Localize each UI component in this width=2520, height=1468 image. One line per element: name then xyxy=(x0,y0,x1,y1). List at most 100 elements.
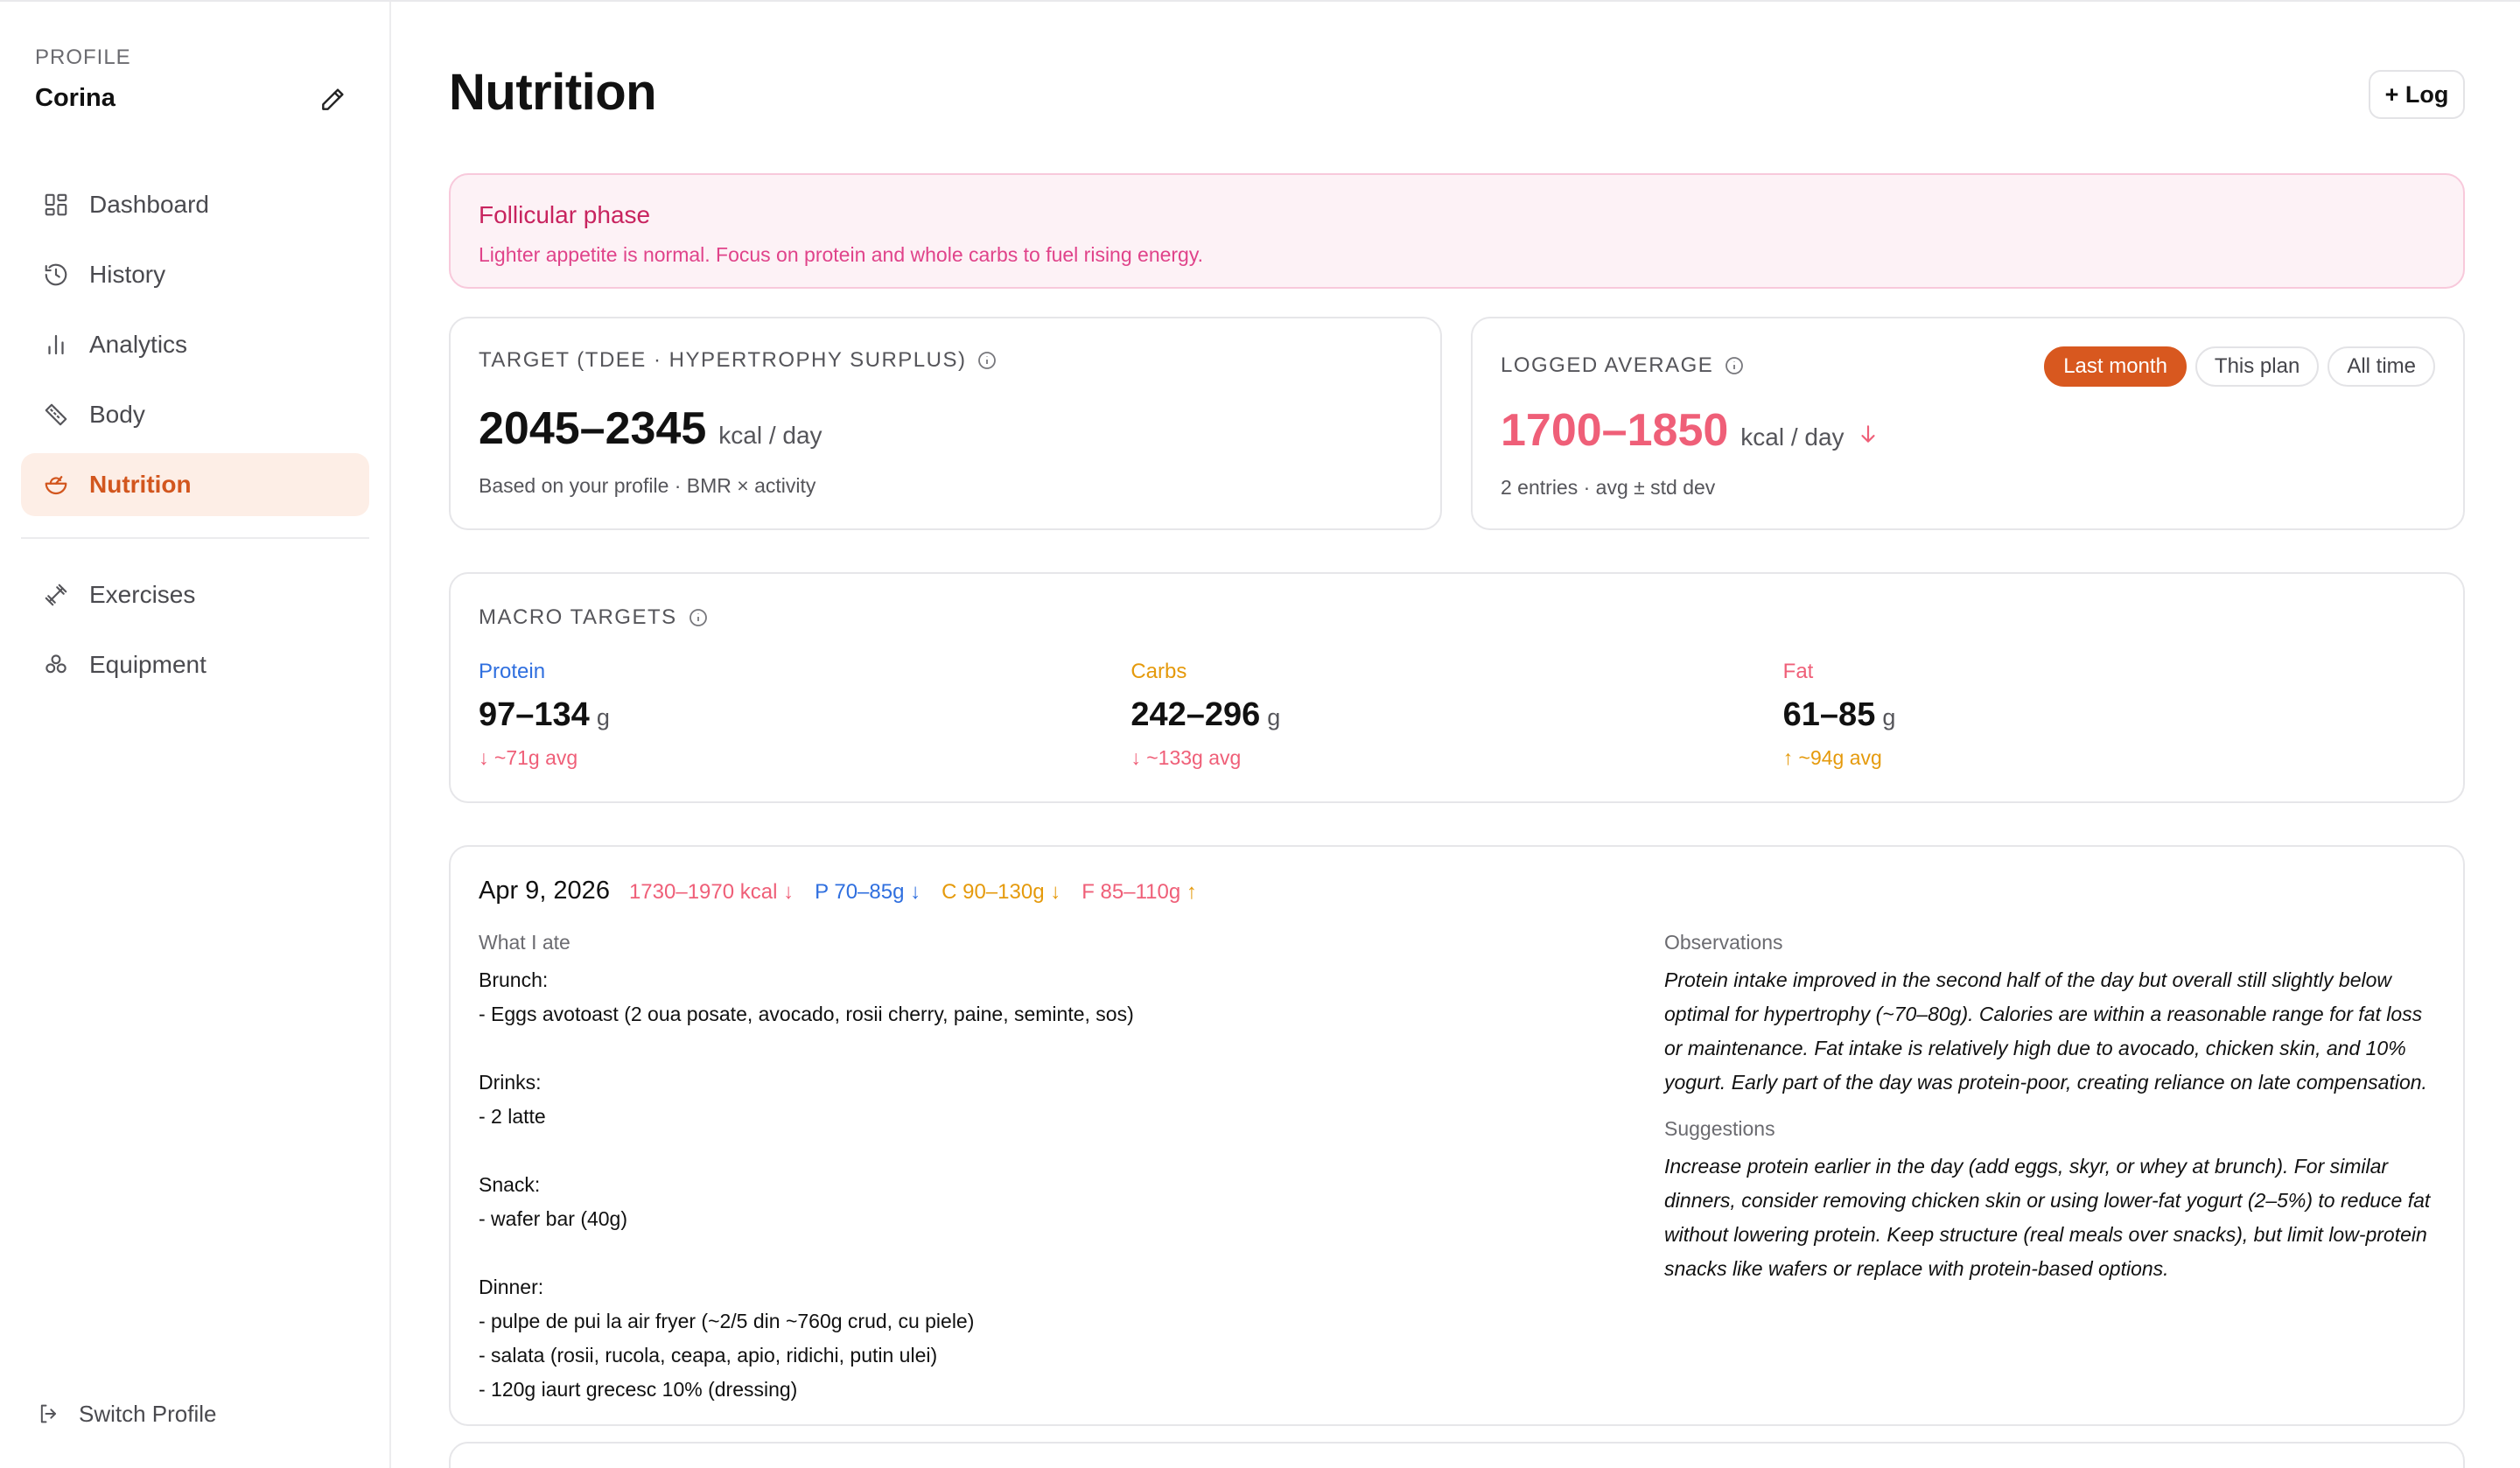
switch-profile-button[interactable]: Switch Profile xyxy=(37,1400,217,1428)
sidebar-divider xyxy=(21,537,369,539)
filter-last-month[interactable]: Last month xyxy=(2044,346,2187,387)
sidebar: PROFILE Corina Dashboard History xyxy=(0,2,391,1468)
food-line: - salata (rosii, rucola, ceapa, apio, ri… xyxy=(479,1344,938,1367)
sidebar-item-analytics[interactable]: Analytics xyxy=(21,313,369,376)
target-unit: kcal / day xyxy=(718,422,822,449)
next-entry-card[interactable] xyxy=(449,1442,2465,1468)
macro-unit: g xyxy=(596,704,610,731)
entry-stat-text: F 85–110g xyxy=(1082,880,1181,904)
food-line: - wafer bar (40g) xyxy=(479,1207,628,1230)
suggestions-text: Increase protein earlier in the day (add… xyxy=(1664,1155,2431,1280)
macro-value: 97–134 xyxy=(479,696,590,733)
dumbbell-icon xyxy=(40,579,72,611)
ruler-icon xyxy=(40,399,72,430)
what-i-ate-label: What I ate xyxy=(479,931,570,954)
nutrition-entry-card[interactable]: Apr 9, 2026 1730–1970 kcal ↓ P 70–85g ↓ … xyxy=(449,845,2465,1426)
sidebar-item-label: History xyxy=(89,261,166,288)
logged-value: 1700–1850 xyxy=(1501,405,1729,456)
bar-chart-icon xyxy=(40,329,72,360)
sidebar-item-nutrition[interactable]: Nutrition xyxy=(21,453,369,516)
macro-value-row: 61–85 g xyxy=(1783,696,2435,734)
info-icon[interactable] xyxy=(1724,355,1745,376)
target-note: Based on your profile · BMR × activity xyxy=(479,474,816,497)
target-label-text: TARGET (TDEE · HYPERTROPHY SURPLUS) xyxy=(479,348,967,372)
profile-label: PROFILE xyxy=(35,45,131,69)
profile-name: Corina xyxy=(35,84,116,112)
macro-carbs: Carbs 242–296 g ↓ ~133g avg xyxy=(1130,660,1782,770)
logged-unit: kcal / day xyxy=(1740,423,1844,451)
food-spacer xyxy=(479,1236,1616,1270)
arrow-down-icon: ↓ xyxy=(1044,880,1061,904)
food-line: - Eggs avotoast (2 oua posate, avocado, … xyxy=(479,1003,1134,1025)
macro-targets-card: MACRO TARGETS Protein 97–134 g ↓ ~71g avg… xyxy=(449,572,2465,803)
arrow-down-icon: ↓ xyxy=(1130,746,1147,769)
page-title: Nutrition xyxy=(449,64,657,121)
macro-name: Protein xyxy=(479,660,546,683)
food-line: - 2 latte xyxy=(479,1105,546,1128)
target-value-row: 2045–2345 kcal / day xyxy=(479,402,1412,455)
macro-unit: g xyxy=(1267,704,1281,731)
macro-avg: ↓ ~71g avg xyxy=(479,746,1130,770)
food-line: Dinner: xyxy=(479,1276,544,1298)
macro-avg: ↑ ~94g avg xyxy=(1783,746,2435,770)
sidebar-item-body[interactable]: Body xyxy=(21,383,369,446)
arrow-down-icon: ↓ xyxy=(777,880,794,904)
macro-label-text: MACRO TARGETS xyxy=(479,605,677,629)
food-line: - pulpe de pui la air fryer (~2/5 din ~7… xyxy=(479,1310,975,1332)
entry-carbs: C 90–130g ↓ xyxy=(942,880,1060,905)
target-card: TARGET (TDEE · HYPERTROPHY SURPLUS) 2045… xyxy=(449,317,1442,530)
food-line: Brunch: xyxy=(479,968,549,991)
sidebar-item-label: Body xyxy=(89,401,145,428)
info-icon[interactable] xyxy=(688,607,709,628)
target-value: 2045–2345 xyxy=(479,403,707,454)
phase-text: Lighter appetite is normal. Focus on pro… xyxy=(479,243,1204,266)
add-log-button[interactable]: + Log xyxy=(2369,70,2465,119)
phase-banner: Follicular phase Lighter appetite is nor… xyxy=(449,173,2465,289)
arrow-down-icon xyxy=(1857,423,1880,450)
macro-name: Carbs xyxy=(1130,660,1187,683)
salad-icon xyxy=(40,469,72,500)
info-icon[interactable] xyxy=(976,350,998,371)
entry-header: Apr 9, 2026 1730–1970 kcal ↓ P 70–85g ↓ … xyxy=(479,877,2435,905)
macro-value: 61–85 xyxy=(1782,696,1876,733)
switch-profile-label: Switch Profile xyxy=(79,1400,217,1427)
sidebar-item-dashboard[interactable]: Dashboard xyxy=(21,173,369,236)
pencil-icon xyxy=(322,88,344,110)
entry-date: Apr 9, 2026 xyxy=(479,877,610,905)
arrow-up-icon: ↑ xyxy=(1782,746,1799,769)
food-line: - 120g iaurt grecesc 10% (dressing) xyxy=(479,1378,798,1401)
entry-stat-text: C 90–130g xyxy=(942,880,1045,904)
sidebar-item-label: Exercises xyxy=(89,581,196,608)
logged-average-card: LOGGED AVERAGE Last month This plan All … xyxy=(1471,317,2465,530)
observations-text: Protein intake improved in the second ha… xyxy=(1664,968,2427,1094)
sidebar-item-label: Analytics xyxy=(89,331,188,358)
sidebar-item-history[interactable]: History xyxy=(21,243,369,306)
macro-grid: Protein 97–134 g ↓ ~71g avg Carbs 242–296… xyxy=(479,660,2435,770)
macro-fat: Fat 61–85 g ↑ ~94g avg xyxy=(1783,660,2435,770)
logout-icon xyxy=(37,1400,65,1428)
period-filters: Last month This plan All time xyxy=(2044,346,2435,387)
sidebar-item-equipment[interactable]: Equipment xyxy=(21,633,369,696)
macro-avg: ↓ ~133g avg xyxy=(1130,746,1782,770)
food-line: Snack: xyxy=(479,1173,541,1196)
weights-icon xyxy=(40,649,72,681)
sidebar-item-label: Equipment xyxy=(89,651,206,678)
sidebar-item-exercises[interactable]: Exercises xyxy=(21,563,369,626)
target-label: TARGET (TDEE · HYPERTROPHY SURPLUS) xyxy=(479,348,1412,373)
food-list: Brunch: - Eggs avotoast (2 oua posate, av… xyxy=(479,963,1616,1407)
what-i-ate-section: What I ate Brunch: - Eggs avotoast (2 oua… xyxy=(479,931,1616,1407)
macro-unit: g xyxy=(1882,704,1896,731)
macro-label: MACRO TARGETS xyxy=(479,605,2435,630)
macro-avg-text: ~94g avg xyxy=(1798,746,1882,769)
logged-note: 2 entries · avg ± std dev xyxy=(1501,476,1716,499)
edit-profile-button[interactable] xyxy=(315,82,350,117)
filter-this-plan[interactable]: This plan xyxy=(2194,346,2320,387)
entry-fat: F 85–110g ↑ xyxy=(1082,880,1197,905)
filter-all-time[interactable]: All time xyxy=(2328,346,2435,387)
entry-kcal: 1730–1970 kcal ↓ xyxy=(629,880,794,905)
arrow-up-icon: ↑ xyxy=(1180,880,1197,904)
food-spacer xyxy=(479,1134,1616,1168)
entry-stat-text: 1730–1970 kcal xyxy=(628,880,778,904)
macro-protein: Protein 97–134 g ↓ ~71g avg xyxy=(479,660,1130,770)
sidebar-item-label: Dashboard xyxy=(89,191,209,218)
